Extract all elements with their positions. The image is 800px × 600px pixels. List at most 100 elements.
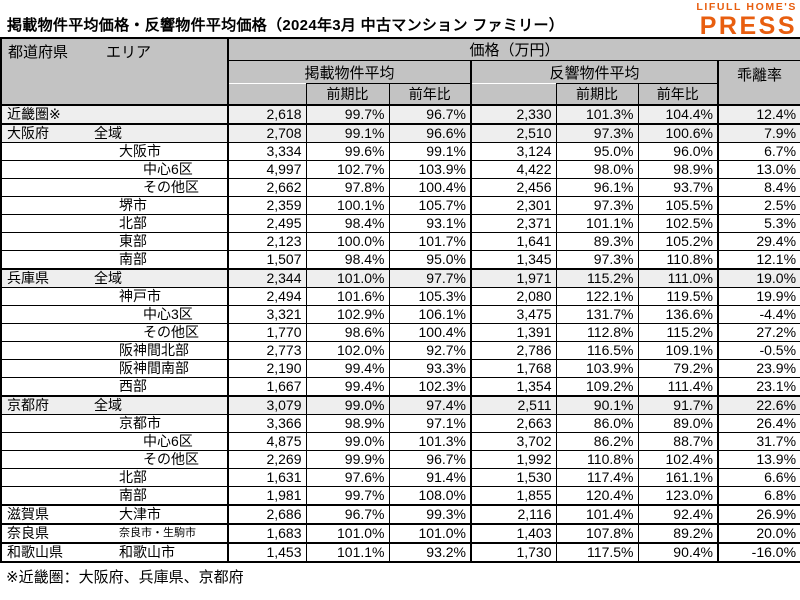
area-name: 北部 <box>119 215 147 232</box>
response-avg-price-value: 1,730 <box>470 542 557 563</box>
listed-prev-year-ratio-value: 100.4% <box>388 323 472 342</box>
response-prev-year-ratio-value: 102.5% <box>637 214 719 233</box>
row-label-cell: 近畿圏※ <box>0 104 229 125</box>
listed-prev-year-ratio-value: 100.4% <box>388 178 472 197</box>
deviation-rate-value: 19.9% <box>716 287 800 306</box>
listed-prev-period-ratio-value: 99.0% <box>305 395 390 415</box>
response-prev-year-ratio-value: 88.7% <box>637 432 719 451</box>
response-prev-year-ratio-value: 136.6% <box>637 305 719 324</box>
listed-prev-period-ratio-value: 101.6% <box>305 287 390 306</box>
deviation-rate-value: 23.9% <box>716 359 800 378</box>
area-name: 全域 <box>94 397 122 413</box>
listed-prev-year-ratio-value: 106.1% <box>388 305 472 324</box>
response-avg-price-value: 3,475 <box>470 305 557 324</box>
response-prev-period-ratio-value: 112.8% <box>555 323 639 342</box>
response-avg-price-value: 1,768 <box>470 359 557 378</box>
response-avg-price-value: 2,080 <box>470 287 557 306</box>
listed-prev-year-ratio-value: 96.7% <box>388 104 472 125</box>
area-name: 奈良市・生駒市 <box>119 527 196 539</box>
response-prev-year-ratio-value: 110.8% <box>637 250 719 270</box>
listed-prev-year-ratio-value: 91.4% <box>388 468 472 487</box>
row-label-cell: 兵庫県 全域 <box>0 268 229 288</box>
listed-prev-period-ratio-value: 102.0% <box>305 341 390 360</box>
response-prev-year-ratio-value: 161.1% <box>637 468 719 487</box>
response-prev-year-ratio-value: 91.7% <box>637 395 719 415</box>
area-name: 中心6区 <box>143 433 193 450</box>
response-avg-price-value: 2,663 <box>470 414 557 433</box>
area-name: その他区 <box>143 451 199 468</box>
table-row: 中心6区 4,997 102.7% 103.9% 4,422 98.0% 98.9% 13.0… <box>0 160 800 179</box>
deviation-rate-value: 22.6% <box>716 395 800 415</box>
row-label-cell: 大阪市 <box>0 142 229 161</box>
listed-prev-period-ratio-value: 97.8% <box>305 178 390 197</box>
response-prev-period-ratio-value: 120.4% <box>555 486 639 506</box>
response-prev-period-ratio-value: 117.5% <box>555 542 639 563</box>
listed-avg-price-value: 3,321 <box>227 305 307 324</box>
row-label-cell: 和歌山県 和歌山市 <box>0 542 229 563</box>
table-row: 中心6区 4,875 99.0% 101.3% 3,702 86.2% 88.7% 31.7% <box>0 432 800 451</box>
response-prev-period-ratio-value: 86.2% <box>555 432 639 451</box>
listed-prev-period-ratio-value: 97.6% <box>305 468 390 487</box>
logo-press-text: PRESS <box>699 11 797 40</box>
response-prev-year-ratio-value: 90.4% <box>637 542 719 563</box>
deviation-rate-value: 12.4% <box>716 104 800 125</box>
prefecture-name: 兵庫県 <box>7 270 49 286</box>
deviation-rate-value: 23.1% <box>716 377 800 397</box>
response-prev-period-ratio-value: 101.4% <box>555 504 639 525</box>
deviation-rate-value: 7.9% <box>716 123 800 143</box>
prefecture-name: 近畿圏※ <box>7 106 61 122</box>
listed-prev-period-ratio-value: 99.4% <box>305 359 390 378</box>
listed-avg-price-value: 3,366 <box>227 414 307 433</box>
response-avg-price-value: 1,530 <box>470 468 557 487</box>
deviation-rate-value: 26.9% <box>716 504 800 525</box>
area-name: その他区 <box>143 179 199 196</box>
area-name: 阪神間南部 <box>119 360 189 377</box>
table-row: 北部 2,495 98.4% 93.1% 2,371 101.1% 102.5% 5.3% <box>0 214 800 233</box>
listed-avg-price-value: 1,507 <box>227 250 307 270</box>
response-avg-price-value: 2,510 <box>470 123 557 143</box>
deviation-rate-value: 26.4% <box>716 414 800 433</box>
area-name: 中心6区 <box>143 161 193 178</box>
row-label-cell: 京都市 <box>0 414 229 433</box>
listed-avg-price-value: 2,269 <box>227 450 307 469</box>
listed-prev-period-ratio-value: 100.1% <box>305 196 390 215</box>
listed-prev-year-ratio-value: 101.3% <box>388 432 472 451</box>
listed-avg-price-value: 3,334 <box>227 142 307 161</box>
listed-prev-period-ratio-value: 98.6% <box>305 323 390 342</box>
response-prev-year-ratio-value: 123.0% <box>637 486 719 506</box>
listed-prev-year-ratio-value: 99.3% <box>388 504 472 525</box>
response-avg-price-value: 2,511 <box>470 395 557 415</box>
listed-prev-period-ratio-value: 100.0% <box>305 232 390 251</box>
table-row: 南部 1,981 99.7% 108.0% 1,855 120.4% 123.0% 6.8% <box>0 486 800 506</box>
area-name: 全域 <box>94 125 122 141</box>
response-avg-price-value: 1,391 <box>470 323 557 342</box>
table-row: 奈良県 奈良市・生駒市 1,683 101.0% 101.0% 1,403 107.8% 89… <box>0 523 800 544</box>
listed-avg-price-value: 2,662 <box>227 178 307 197</box>
deviation-rate-value: 20.0% <box>716 523 800 544</box>
prefecture-name: 大阪府 <box>7 125 49 141</box>
table-row: 東部 2,123 100.0% 101.7% 1,641 89.3% 105.2% 29.4% <box>0 232 800 251</box>
response-avg-price-value: 4,422 <box>470 160 557 179</box>
listed-prev-period-ratio-value: 99.4% <box>305 377 390 397</box>
listed-avg-price-value: 1,981 <box>227 486 307 506</box>
deviation-rate-value: 13.0% <box>716 160 800 179</box>
prefecture-name: 奈良県 <box>7 525 49 541</box>
table-row: その他区 2,662 97.8% 100.4% 2,456 96.1% 93.7% 8.4% <box>0 178 800 197</box>
listed-avg-price-value: 2,190 <box>227 359 307 378</box>
response-prev-period-ratio-value: 97.3% <box>555 196 639 215</box>
deviation-rate-value: 13.9% <box>716 450 800 469</box>
listed-prev-period-ratio-value: 99.9% <box>305 450 390 469</box>
response-prev-period-ratio-value: 98.0% <box>555 160 639 179</box>
header-response-group: 反響物件平均 <box>470 60 719 84</box>
response-prev-period-ratio-value: 117.4% <box>555 468 639 487</box>
row-label-cell: 大阪府 全域 <box>0 123 229 143</box>
response-prev-period-ratio-value: 97.3% <box>555 250 639 270</box>
header-response-prev-period: 前期比 <box>555 83 639 106</box>
header-listed-prev-year: 前年比 <box>388 83 472 106</box>
row-label-cell: その他区 <box>0 178 229 197</box>
listed-prev-period-ratio-value: 98.9% <box>305 414 390 433</box>
table-row: 南部 1,507 98.4% 95.0% 1,345 97.3% 110.8% 12.1% <box>0 250 800 270</box>
response-prev-period-ratio-value: 115.2% <box>555 268 639 288</box>
listed-prev-period-ratio-value: 99.7% <box>305 486 390 506</box>
